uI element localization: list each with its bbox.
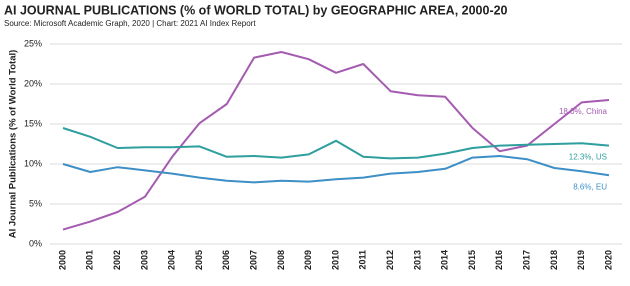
- x-tick-label: 2002: [112, 250, 122, 270]
- end-label: 18.0%, China: [559, 107, 608, 116]
- x-tick-label: 2011: [358, 250, 368, 270]
- y-axis-label: AI Journal Publications (% of World Tota…: [8, 50, 19, 239]
- x-tick-label: 2009: [303, 250, 313, 270]
- chart-subtitle: Source: Microsoft Academic Graph, 2020 |…: [4, 19, 256, 28]
- y-tick-label: 5%: [29, 198, 42, 208]
- x-tick-label: 2020: [603, 250, 613, 270]
- x-tick-label: 2004: [167, 250, 177, 270]
- y-tick-label: 25%: [24, 38, 42, 48]
- x-tick-label: 2013: [412, 250, 422, 270]
- y-tick-label: 20%: [24, 78, 42, 88]
- x-tick-label: 2019: [576, 250, 586, 270]
- x-tick-label: 2003: [139, 250, 149, 270]
- x-tick-label: 2018: [549, 250, 559, 270]
- end-label: 12.3%, US: [569, 153, 607, 162]
- y-tick-label: 0%: [29, 238, 42, 248]
- x-tick-label: 2010: [330, 250, 340, 270]
- end-label: 8.6%, EU: [573, 182, 607, 191]
- series-line: [62, 155, 610, 184]
- x-tick-label: 2007: [248, 250, 258, 270]
- x-tick-label: 2017: [521, 250, 531, 270]
- x-tick-label: 2015: [467, 250, 477, 270]
- y-tick-label: 15%: [24, 118, 42, 128]
- series-line: [62, 51, 610, 231]
- x-tick-label: 2012: [385, 250, 395, 270]
- chart-title: AI JOURNAL PUBLICATIONS (% of WORLD TOTA…: [4, 3, 508, 17]
- x-tick-label: 2016: [494, 250, 504, 270]
- x-tick-label: 2006: [221, 250, 231, 270]
- series-line: [62, 127, 610, 160]
- x-tick-label: 2001: [85, 250, 95, 270]
- y-tick-label: 10%: [24, 158, 42, 168]
- x-tick-label: 2005: [194, 250, 204, 270]
- x-tick-label: 2014: [440, 250, 450, 270]
- x-tick-label: 2000: [57, 250, 67, 270]
- x-tick-label: 2008: [276, 250, 286, 270]
